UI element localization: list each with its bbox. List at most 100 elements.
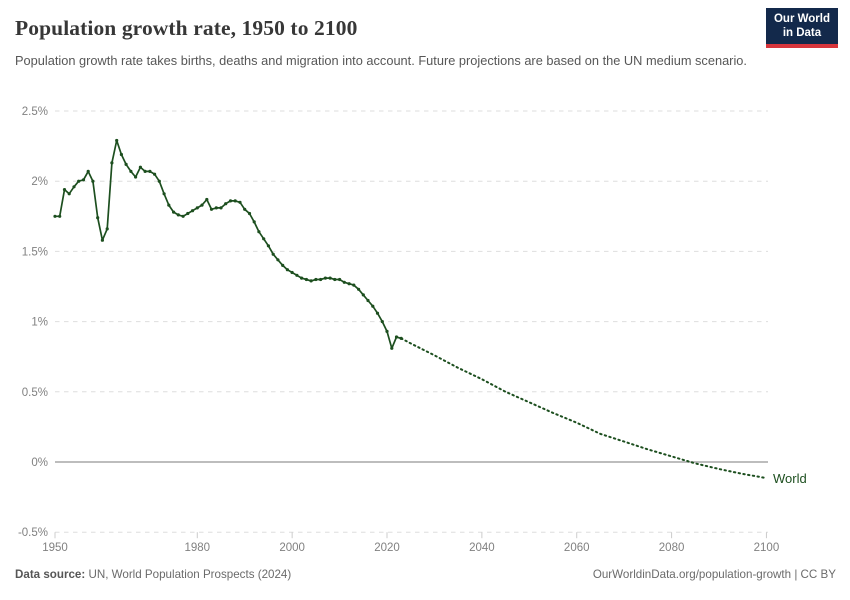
- page-subtitle: Population growth rate takes births, dea…: [15, 53, 747, 68]
- data-point-marker: [115, 138, 119, 143]
- data-point-marker: [167, 203, 171, 207]
- data-point-marker: [67, 192, 71, 196]
- data-point-marker: [219, 206, 223, 210]
- y-axis-tick-label: 0%: [31, 457, 48, 469]
- data-point-marker: [195, 206, 199, 210]
- data-point-marker: [333, 277, 337, 282]
- data-point-marker: [138, 165, 142, 169]
- data-point-marker: [162, 192, 166, 196]
- data-point-marker: [190, 209, 195, 213]
- data-point-marker: [53, 214, 57, 218]
- data-point-marker: [247, 211, 252, 216]
- owid-logo-line1: Our World: [773, 13, 830, 25]
- data-point-marker: [233, 199, 237, 203]
- data-point-marker: [262, 237, 266, 241]
- data-point-marker: [357, 287, 361, 291]
- data-point-marker: [62, 188, 67, 192]
- data-point-marker: [143, 169, 147, 173]
- data-point-marker: [228, 199, 233, 203]
- data-point-marker: [100, 238, 104, 242]
- data-point-marker: [328, 276, 332, 280]
- x-axis-tick-label: 2000: [279, 542, 305, 554]
- chart-footer: Data source: UN, World Population Prospe…: [15, 568, 836, 581]
- data-point-marker: [172, 210, 176, 214]
- y-axis-tick-label: -0.5%: [18, 527, 48, 539]
- observed-line: [54, 139, 403, 350]
- data-point-marker: [77, 179, 81, 183]
- data-point-marker: [281, 263, 285, 267]
- data-point-marker: [205, 197, 209, 202]
- data-point-marker: [338, 277, 342, 282]
- data-point-marker: [314, 277, 318, 282]
- data-point-marker: [266, 244, 270, 248]
- data-point-marker: [238, 200, 242, 204]
- data-point-marker: [110, 161, 114, 165]
- data-point-marker: [385, 329, 389, 333]
- data-point-marker: [342, 280, 346, 284]
- x-axis-tick-label: 2100: [754, 542, 780, 554]
- data-point-marker: [390, 346, 394, 350]
- data-source-text: UN, World Population Prospects (2024): [85, 568, 292, 581]
- data-point-marker: [394, 335, 399, 339]
- data-point-marker: [347, 282, 351, 286]
- data-point-marker: [257, 230, 261, 234]
- y-axis-tick-label: 1.5%: [22, 246, 48, 258]
- x-axis-tick-label: 1980: [184, 542, 210, 554]
- x-axis-tick-label: 2040: [469, 542, 495, 554]
- data-point-marker: [209, 207, 214, 211]
- y-axis-tick-label: 1%: [31, 317, 48, 329]
- data-point-marker: [243, 207, 247, 211]
- data-point-marker: [129, 169, 133, 173]
- data-point-marker: [181, 214, 185, 218]
- data-point-marker: [380, 320, 384, 324]
- y-axis-tick-label: 2.5%: [22, 106, 48, 118]
- owid-logo[interactable]: Our World in Data: [765, 8, 838, 48]
- data-point-marker: [352, 283, 356, 287]
- data-point-marker: [300, 276, 304, 280]
- data-point-marker: [252, 220, 256, 224]
- data-point-marker: [375, 311, 380, 315]
- owid-url-license-link[interactable]: OurWorldinData.org/population-growth | C…: [592, 568, 836, 581]
- y-axis-tick-label: 2%: [31, 176, 48, 188]
- data-point-marker: [271, 252, 275, 256]
- data-point-marker: [276, 258, 280, 262]
- data-point-marker: [96, 216, 100, 220]
- data-point-marker: [86, 169, 90, 173]
- data-point-marker: [124, 162, 128, 166]
- data-point-marker: [295, 273, 299, 277]
- data-point-marker: [200, 203, 204, 207]
- x-axis-tick-label: 2080: [659, 542, 685, 554]
- data-point-marker: [119, 152, 123, 157]
- data-point-marker: [148, 169, 152, 173]
- data-point-marker: [224, 202, 228, 206]
- data-source: Data source: UN, World Population Prospe…: [15, 568, 291, 581]
- data-point-marker: [134, 175, 138, 179]
- data-point-marker: [309, 279, 313, 283]
- data-point-marker: [72, 185, 76, 189]
- data-point-marker: [371, 304, 375, 308]
- x-axis-tick-label: 2020: [374, 542, 400, 554]
- data-point-marker: [323, 276, 327, 280]
- data-point-marker: [153, 172, 157, 176]
- data-point-marker: [361, 293, 365, 297]
- page-title: Population growth rate, 1950 to 2100: [15, 16, 358, 40]
- data-point-marker: [58, 214, 62, 218]
- series-entity-label: World: [773, 471, 807, 486]
- data-point-marker: [304, 277, 308, 282]
- data-point-marker: [290, 270, 294, 275]
- data-point-marker: [105, 227, 109, 231]
- owid-logo-line2: in Data: [782, 26, 822, 39]
- data-point-marker: [285, 268, 289, 272]
- data-point-marker: [157, 179, 161, 183]
- data-source-label: Data source:: [15, 568, 86, 581]
- projection-line: [400, 337, 768, 480]
- data-point-marker: [91, 179, 95, 183]
- data-point-marker: [214, 206, 218, 210]
- data-point-marker: [81, 178, 86, 182]
- data-point-marker: [319, 277, 323, 282]
- x-axis-tick-label: 2060: [564, 542, 590, 554]
- x-axis-tick-label: 1950: [42, 542, 68, 554]
- data-point-marker: [366, 298, 370, 303]
